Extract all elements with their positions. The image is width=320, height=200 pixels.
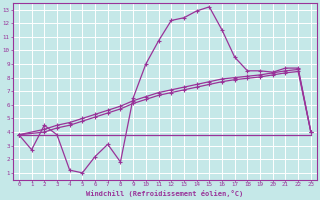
X-axis label: Windchill (Refroidissement éolien,°C): Windchill (Refroidissement éolien,°C) — [86, 190, 244, 197]
